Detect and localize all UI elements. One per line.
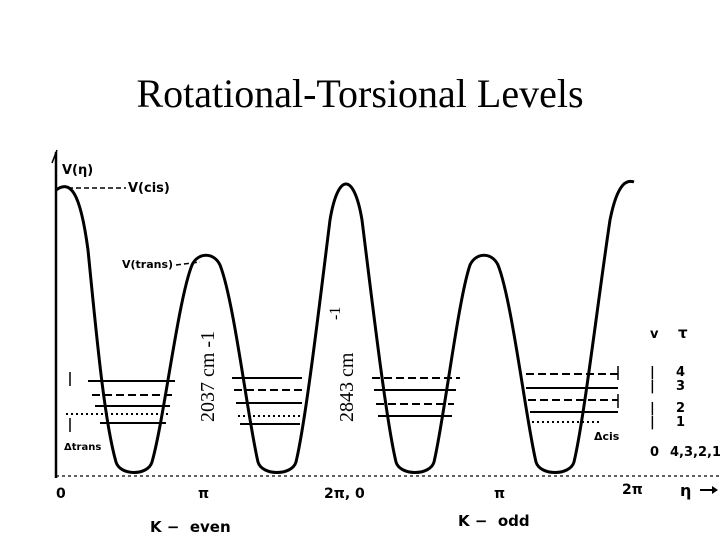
y-axis-arrow [51,149,58,164]
delta-cis-label: Δcis [594,430,620,443]
x-tick-label: π [494,486,505,502]
v-cis-label: V(cis) [128,181,170,196]
barrier-right-exponent: -1 [327,307,344,320]
x-tick-label: 2π [622,482,643,498]
v-value: | [650,401,655,416]
tau-value: 1 [676,415,685,430]
k-even-label: K − even [150,518,231,536]
x-tick-label: 2π, 0 [324,486,365,502]
page-title: Rotational-Torsional Levels [136,71,584,116]
v-trans-label: V(trans) [122,258,173,271]
v-eta-label: V(η) [62,163,93,178]
v-value: 0 [650,445,659,460]
tau-value: 4 [676,365,685,380]
v-header: v [650,327,659,342]
v-value: | [650,379,655,394]
potential-curve [55,179,635,474]
barrier-right-label: 2843 cm [336,352,358,422]
v-value: | [650,365,655,380]
tau-value: 4,3,2,1 [670,445,720,460]
barrier-left-label: 2037 cm -1 [197,331,219,422]
vtrans-leader [175,261,201,266]
tau-header: τ [678,324,688,342]
tau-value: 2 [676,401,685,416]
v-value: | [650,415,655,430]
eta-axis-label: η [680,481,691,500]
tau-value: 3 [676,379,685,394]
x-tick-label: 0 [56,486,66,502]
x-tick-label: π [198,486,209,502]
eta-arrowhead [712,486,718,494]
delta-trans-label: Δtrans [64,442,101,453]
k-odd-label: K − odd [458,512,530,530]
